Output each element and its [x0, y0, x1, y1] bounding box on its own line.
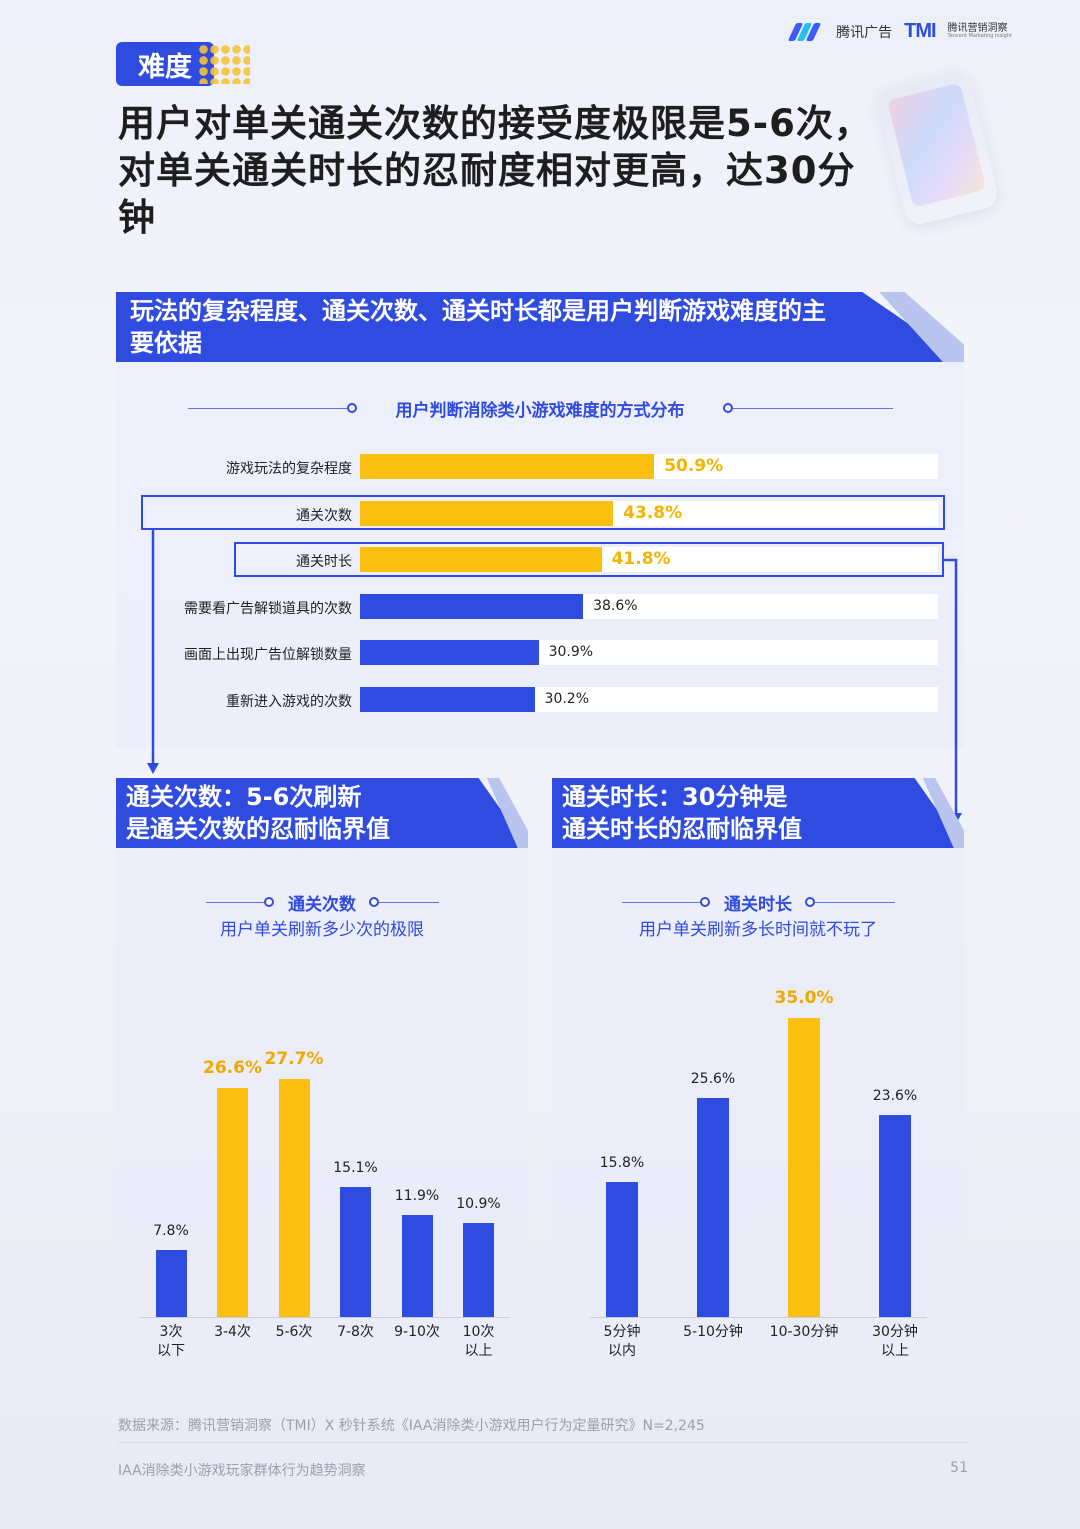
bar-value: 15.1%: [333, 1160, 378, 1177]
bar-value: 30.9%: [548, 644, 594, 660]
bar: [217, 1088, 248, 1317]
brand-tmi-cn: 腾讯营销洞察: [947, 23, 1008, 34]
bar: [360, 500, 614, 526]
main-chart-title: 用户判断消除类小游戏难度的方式分布: [395, 401, 685, 421]
brand-tmi-logo: TMI: [904, 20, 936, 42]
footer-title: IAA消除类小游戏玩家群体行为趋势洞察: [118, 1463, 366, 1479]
bar: [401, 1214, 433, 1317]
main-banner: 玩法的复杂程度、通关次数、通关时长都是用户判断游戏难度的主要依据: [116, 292, 964, 362]
bar-value: 10.9%: [456, 1196, 501, 1213]
phone-illustration: [874, 68, 1001, 228]
bar-category: 30分钟 以上: [872, 1324, 918, 1359]
bar-label: 需要看广告解锁道具的次数: [184, 600, 352, 617]
brand-tencent-ads: 腾讯广告: [836, 24, 893, 41]
bar-category: 5分钟 以内: [603, 1324, 641, 1359]
bar-value: 38.6%: [593, 597, 638, 614]
bar-label: 通关时长: [296, 554, 352, 570]
bar-category: 10-30分钟: [769, 1324, 839, 1340]
right-chart-title: 通关时长: [724, 895, 792, 915]
bar-label: 重新进入游戏的次数: [226, 693, 352, 710]
left-banner-line2: 是通关次数的忍耐临界值: [126, 815, 390, 843]
bar: [360, 640, 539, 665]
bar-label: 通关次数: [296, 507, 352, 524]
bar-value: 23.6%: [872, 1088, 918, 1105]
page-headline: 用户对单关通关次数的接受度极限是5-6次，对单关通关时长的忍耐度相对更高，达30…: [118, 102, 872, 239]
bar: [360, 454, 655, 479]
bar: [360, 686, 535, 712]
bar-value: 50.9%: [664, 456, 724, 476]
bar-category: 9-10次: [394, 1324, 440, 1340]
bar-label: 游戏玩法的复杂程度: [226, 461, 352, 477]
bar-value: 30.2%: [544, 690, 590, 707]
bar: [360, 547, 602, 572]
bar-category: 7-8次: [337, 1324, 374, 1340]
category-tag: 难度: [116, 42, 214, 86]
bar-value: 25.6%: [690, 1071, 736, 1088]
bar: [788, 1017, 820, 1317]
bar: [340, 1187, 371, 1317]
bar: [155, 1249, 187, 1317]
bar-category: 5-10分钟: [683, 1324, 743, 1340]
dots-decoration: [198, 44, 250, 84]
left-banner: 通关次数：5-6次刷新 是通关次数的忍耐临界值: [116, 778, 528, 848]
footer-divider: [118, 1442, 968, 1443]
bar-value: 11.9%: [394, 1187, 440, 1204]
left-banner-line1: 通关次数：5-6次刷新: [126, 783, 362, 811]
right-banner-line1: 通关时长：30分钟是: [562, 783, 788, 811]
x-axis: [140, 1317, 510, 1318]
bar-value: 43.8%: [623, 502, 683, 523]
bar: [463, 1223, 494, 1317]
bar-category: 3次 以下: [157, 1324, 185, 1359]
bar: [606, 1181, 638, 1317]
bar-value: 26.6%: [203, 1058, 262, 1079]
left-chart-subtitle: 用户单关刷新多少次的极限: [220, 920, 424, 940]
right-banner: 通关时长：30分钟是 通关时长的忍耐临界值: [552, 778, 964, 848]
bar-value: 7.8%: [153, 1222, 189, 1239]
data-source: 数据来源：腾讯营销洞察（TMI）X 秒针系统《IAA消除类小游戏用户行为定量研究…: [118, 1418, 705, 1434]
right-banner-line2: 通关时长的忍耐临界值: [562, 815, 802, 843]
bar: [360, 593, 584, 619]
bar: [697, 1098, 729, 1317]
left-chart-title: 通关次数: [288, 895, 356, 915]
bar-value: 35.0%: [774, 987, 834, 1008]
tencent-ads-logo-icon: [787, 22, 824, 41]
highlight-box-count: [141, 495, 945, 530]
bar: [879, 1115, 911, 1317]
x-axis: [590, 1317, 927, 1318]
bar-value: 15.8%: [599, 1154, 645, 1171]
brand-logos: 腾讯广告 TMI 腾讯营销洞察 Tencent Marketing Insigh…: [787, 20, 1012, 43]
bar-value: 41.8%: [611, 549, 671, 569]
bar-category: 3-4次: [214, 1324, 251, 1340]
bar-category: 5-6次: [275, 1324, 313, 1340]
highlight-box-duration: [234, 542, 944, 577]
brand-tmi-en: Tencent Marketing Insight: [947, 33, 1012, 39]
main-banner-text: 玩法的复杂程度、通关次数、通关时长都是用户判断游戏难度的主要依据: [130, 297, 826, 357]
bar-value: 27.7%: [264, 1048, 324, 1069]
bar: [278, 1078, 310, 1317]
bar-category: 10次 以上: [462, 1324, 495, 1359]
bar-label: 画面上出现广告位解锁数量: [184, 647, 352, 663]
page-number: 51: [950, 1460, 968, 1476]
right-chart-subtitle: 用户单关刷新多长时间就不玩了: [639, 920, 877, 940]
